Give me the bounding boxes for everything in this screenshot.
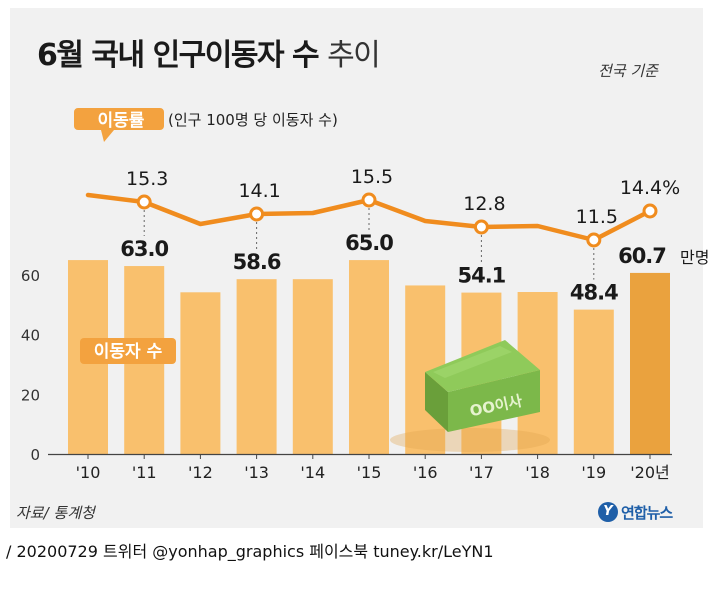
chart-title: 6월 국내 인구이동자 수 추이 <box>37 30 381 74</box>
rate-value-label: 12.8 <box>463 193 505 215</box>
basis-note: 전국 기준 <box>598 62 658 80</box>
movers-legend-badge <box>80 338 176 364</box>
bar-value-label: 58.6 <box>233 250 281 274</box>
rate-value-label: 11.5 <box>576 206 618 228</box>
brand-mark-icon: Y <box>598 502 618 522</box>
y-tick-label: 40 <box>21 327 40 345</box>
bar <box>292 279 333 454</box>
x-tick-label: '15 <box>357 463 382 482</box>
moving-box-icon: OO이사 <box>390 340 550 452</box>
brand-name: 연합뉴스 <box>621 503 673 522</box>
x-tick-label: '20년 <box>630 463 669 482</box>
rate-point <box>586 232 602 248</box>
x-tick-label: '12 <box>188 463 213 482</box>
bar-unit-label: 만명 <box>680 248 709 267</box>
x-tick-label: '16 <box>413 463 438 482</box>
bar-value-label: 48.4 <box>570 281 618 305</box>
footer-credits: / 20200729 트위터 @yonhap_graphics 페이스북 tun… <box>6 542 494 561</box>
bar-value-label: 54.1 <box>457 264 505 288</box>
bar <box>349 260 389 454</box>
rate-point <box>136 194 152 210</box>
bar <box>630 272 670 454</box>
rate-legend-note: (인구 100명 당 이동자 수) <box>168 111 338 129</box>
rate-legend-badge <box>74 108 164 142</box>
x-tick-label: '13 <box>244 463 269 482</box>
x-tick-label: '17 <box>469 463 494 482</box>
bar-value-label: 60.7 <box>618 244 666 268</box>
rate-point <box>249 206 265 222</box>
title-suffix: 추이 <box>327 38 381 73</box>
movers-legend-label: 이동자 수 <box>94 342 163 362</box>
x-tick-label: '18 <box>525 463 550 482</box>
rate-legend-label: 이동률 <box>98 111 145 131</box>
bar-value-label: 65.0 <box>345 231 393 255</box>
brand-logo: Y 연합뉴스 <box>598 500 673 524</box>
bar <box>236 279 277 454</box>
rate-value-label: 15.5 <box>351 166 393 188</box>
title-main: 6월 국내 인구이동자 수 <box>37 38 320 73</box>
rate-value-label: 15.3 <box>126 168 168 190</box>
x-tick-label: '14 <box>300 463 325 482</box>
bar-value-label: 63.0 <box>120 237 168 261</box>
rate-value-label: 14.4% <box>620 177 680 199</box>
x-tick-label: '10 <box>76 463 101 482</box>
rate-point <box>473 219 489 235</box>
x-tick-label: '11 <box>132 463 157 482</box>
rate-point <box>642 203 658 219</box>
rate-value-label: 14.1 <box>238 180 280 202</box>
source-note: 자료/ 통계청 <box>16 504 95 522</box>
bar <box>180 292 221 454</box>
y-tick-label: 20 <box>21 386 40 404</box>
y-tick-label: 0 <box>30 446 40 464</box>
rate-point <box>361 192 377 208</box>
bar <box>573 309 614 454</box>
x-tick-label: '19 <box>581 463 606 482</box>
y-tick-label: 60 <box>21 267 40 285</box>
